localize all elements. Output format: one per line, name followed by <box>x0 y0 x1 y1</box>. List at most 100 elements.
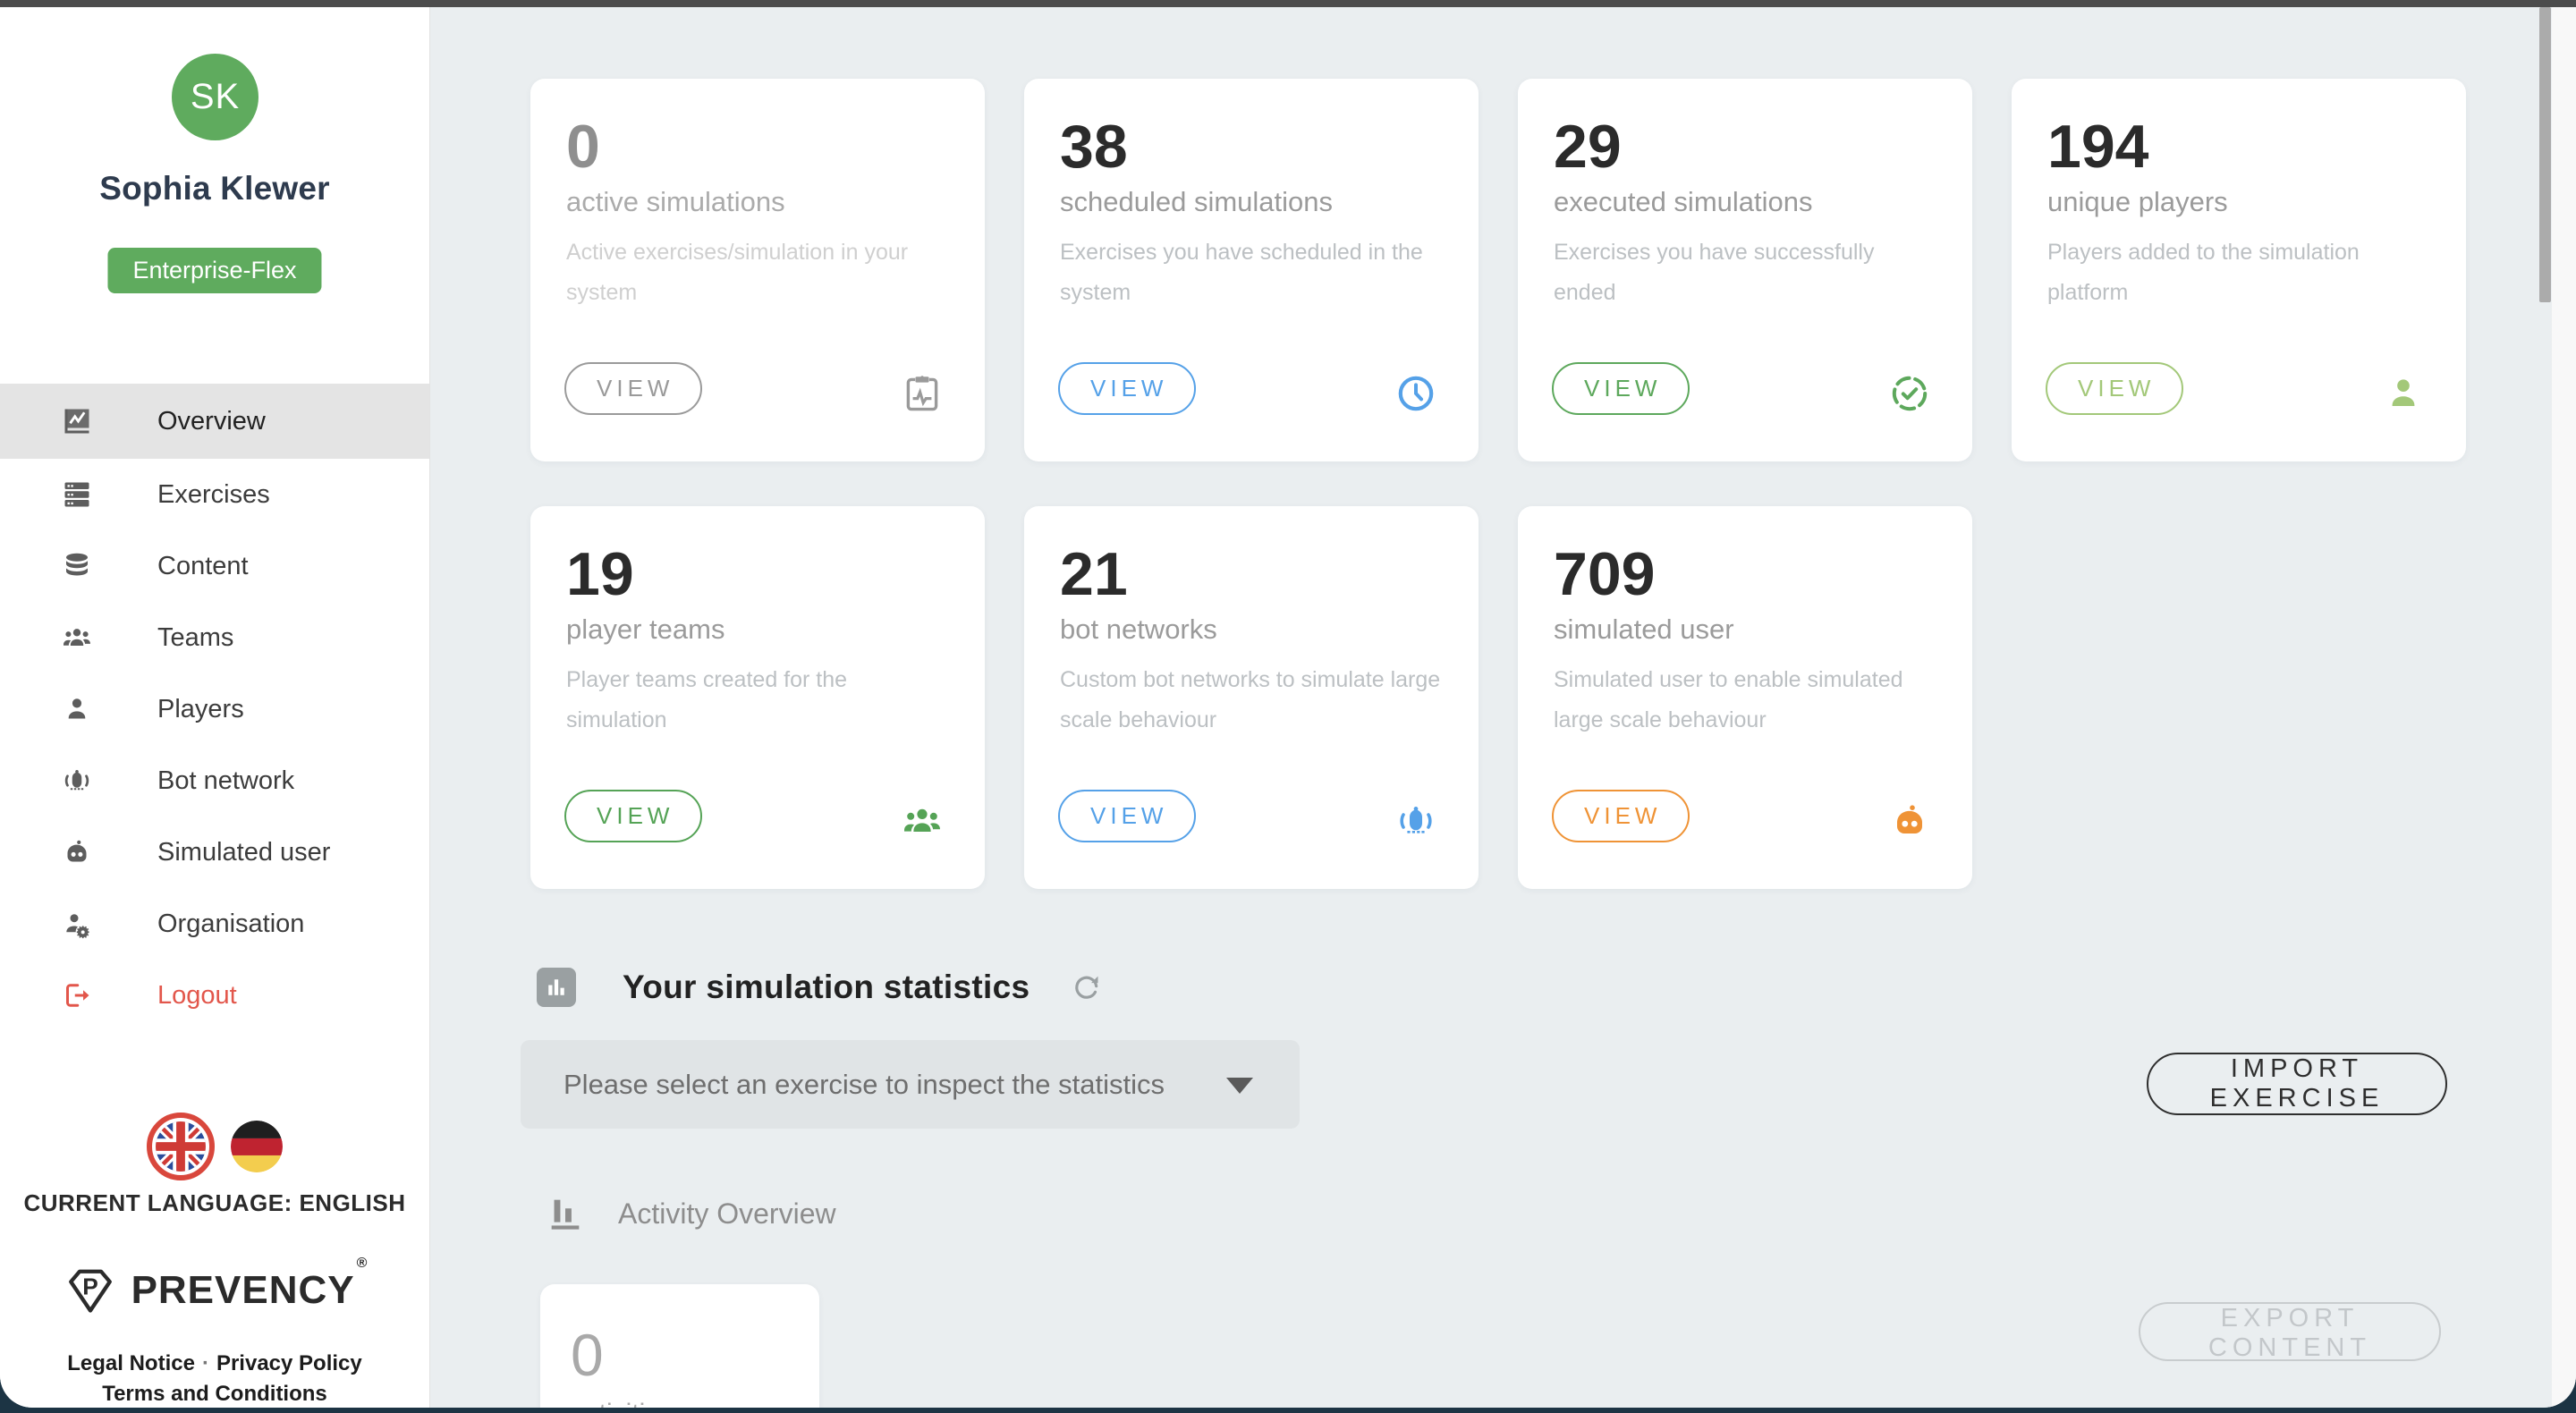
chart-line-icon <box>61 405 93 437</box>
stat-description: Simulated user to enable simulated large… <box>1554 667 1903 732</box>
scrollbar-track[interactable] <box>2552 7 2576 1408</box>
robot-icon <box>1888 800 1931 842</box>
sidebar-item-label: Content <box>157 551 249 580</box>
server-rows-icon <box>61 478 93 511</box>
uk-flag[interactable] <box>147 1113 215 1180</box>
database-icon <box>61 550 93 582</box>
sidebar-item-label: Logout <box>157 980 237 1010</box>
avatar: SK <box>172 54 258 140</box>
column-chart-icon <box>545 1193 586 1234</box>
window-top-bar <box>0 0 2576 7</box>
chevron-down-icon <box>1226 1078 1253 1094</box>
dropdown-placeholder: Please select an exercise to inspect the… <box>564 1068 1165 1100</box>
person-icon <box>2382 372 2425 415</box>
stat-value: 21 <box>1060 540 1128 608</box>
privacy-policy-link[interactable]: Privacy Policy <box>216 1351 362 1375</box>
view-button[interactable]: VIEW <box>2046 362 2184 415</box>
stat-description: Players added to the simulation platform <box>2047 240 2360 305</box>
view-button[interactable]: VIEW <box>1552 790 1690 842</box>
stat-card-unique-players: 194 unique players Players added to the … <box>2012 79 2466 461</box>
germany-flag[interactable] <box>231 1121 283 1172</box>
stat-description: Player teams created for the simulation <box>566 667 848 732</box>
stat-value: 29 <box>1554 113 1622 181</box>
stat-value: 19 <box>566 540 634 608</box>
stat-label: bot networks <box>1060 613 1217 645</box>
stat-value: 709 <box>1554 540 1656 608</box>
sidebar-item-organisation[interactable]: Organisation <box>0 888 429 960</box>
stat-card-scheduled-simulations: 38 scheduled simulations Exercises you h… <box>1024 79 1479 461</box>
stat-label: executed simulations <box>1554 186 1813 217</box>
view-button[interactable]: VIEW <box>564 790 703 842</box>
sidebar-item-simulated-user[interactable]: Simulated user <box>0 816 429 888</box>
stat-description: Exercises you have successfully ended <box>1554 240 1875 305</box>
activity-label: activities <box>571 1399 789 1408</box>
view-button[interactable]: VIEW <box>1058 362 1197 415</box>
stat-label: player teams <box>566 613 725 645</box>
sidebar-item-content[interactable]: Content <box>0 530 429 602</box>
people-group-icon <box>901 800 944 842</box>
people-group-icon <box>61 622 93 654</box>
brand-logo: P PREVENCY® <box>0 1256 429 1317</box>
svg-text:P: P <box>82 1273 98 1300</box>
sidebar-item-label: Bot network <box>157 766 295 795</box>
stat-value: 194 <box>2047 113 2149 181</box>
person-icon <box>61 693 93 725</box>
sidebar-item-label: Simulated user <box>157 837 331 867</box>
bot-network-icon <box>61 765 93 797</box>
sidebar-item-overview[interactable]: Overview <box>0 384 429 459</box>
sidebar-item-label: Organisation <box>157 909 305 938</box>
stat-value: 38 <box>1060 113 1128 181</box>
stat-label: unique players <box>2047 186 2228 217</box>
check-dashed-circle-icon <box>1888 372 1931 415</box>
exercise-select-dropdown[interactable]: Please select an exercise to inspect the… <box>521 1040 1300 1129</box>
import-exercise-button[interactable]: IMPORT EXERCISE <box>2147 1053 2447 1115</box>
language-switcher <box>0 1113 429 1180</box>
activity-overview-header: Activity Overview <box>545 1193 836 1234</box>
sidebar-item-label: Overview <box>157 406 266 436</box>
stat-value: 0 <box>566 113 600 181</box>
activity-value: 0 <box>571 1322 604 1388</box>
export-content-button[interactable]: EXPORT CONTENT <box>2139 1302 2441 1362</box>
plan-badge: Enterprise-Flex <box>107 248 322 293</box>
stat-card-simulated-user: 709 simulated user Simulated user to ena… <box>1518 506 1972 889</box>
stat-description: Exercises you have scheduled in the syst… <box>1060 240 1423 305</box>
section-title: Activity Overview <box>618 1197 836 1230</box>
stat-label: active simulations <box>566 186 785 217</box>
view-button[interactable]: VIEW <box>1058 790 1197 842</box>
legal-separator: · <box>201 1351 209 1375</box>
legal-notice-link[interactable]: Legal Notice <box>67 1351 195 1375</box>
view-button[interactable]: VIEW <box>1552 362 1690 415</box>
legal-links: Legal Notice · Privacy Policy Terms and Co… <box>0 1349 429 1408</box>
stat-card-active-simulations: 0 active simulations Active exercises/si… <box>530 79 985 461</box>
brand-name: PREVENCY® <box>131 1256 369 1312</box>
app-window: SK Sophia Klewer Enterprise-Flex Overvie… <box>0 7 2576 1408</box>
sidebar-item-bot-network[interactable]: Bot network <box>0 745 429 816</box>
stat-label: scheduled simulations <box>1060 186 1334 217</box>
clock-icon <box>1394 372 1437 415</box>
sidebar-item-players[interactable]: Players <box>0 673 429 745</box>
scrollbar-thumb[interactable] <box>2539 7 2551 302</box>
refresh-icon[interactable] <box>1069 969 1105 1005</box>
user-name: Sophia Klewer <box>99 170 330 207</box>
clipboard-chart-icon <box>901 372 944 415</box>
sidebar-item-exercises[interactable]: Exercises <box>0 459 429 530</box>
stat-description: Active exercises/simulation in your syst… <box>566 240 909 305</box>
bar-chart-icon <box>537 968 576 1007</box>
sidebar-item-logout[interactable]: Logout <box>0 960 429 1031</box>
stat-description: Custom bot networks to simulate large sc… <box>1060 667 1441 732</box>
activity-card: 0 activities <box>540 1284 819 1408</box>
stat-label: simulated user <box>1554 613 1734 645</box>
stat-card-bot-networks: 21 bot networks Custom bot networks to s… <box>1024 506 1479 889</box>
sidebar-item-teams[interactable]: Teams <box>0 602 429 673</box>
sidebar-item-label: Players <box>157 694 244 723</box>
prevency-gem-icon: P <box>68 1269 112 1313</box>
bot-network-icon <box>1394 800 1437 842</box>
terms-link[interactable]: Terms and Conditions <box>102 1382 327 1406</box>
stat-card-player-teams: 19 player teams Player teams created for… <box>530 506 985 889</box>
robot-icon <box>61 836 93 868</box>
main-content: 0 active simulations Active exercises/si… <box>431 7 2552 1408</box>
view-button[interactable]: VIEW <box>564 362 703 415</box>
section-title: Your simulation statistics <box>623 969 1030 1005</box>
sidebar-item-label: Exercises <box>157 479 270 509</box>
brand-trademark: ® <box>356 1256 369 1271</box>
